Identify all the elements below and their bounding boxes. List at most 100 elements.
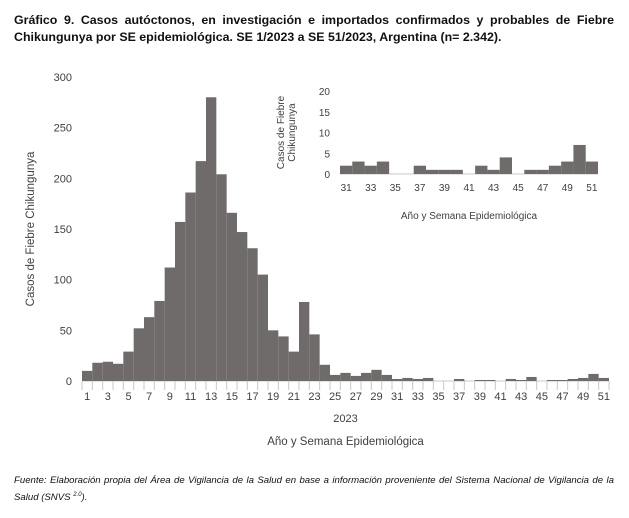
inset-bar (376, 161, 390, 174)
inset-x-tick-label: 49 (562, 183, 574, 194)
inset-y-tick-label: 0 (324, 170, 330, 181)
source-superscript: 2.0 (73, 492, 82, 498)
inset-bar (364, 165, 377, 174)
main-bar (185, 192, 196, 381)
main-bar (392, 378, 403, 381)
main-bar (423, 377, 434, 381)
main-x-tick-label: 41 (494, 391, 506, 403)
inset-x-tick-label: 39 (439, 183, 451, 194)
main-bar (257, 274, 268, 381)
main-bar (309, 334, 320, 381)
inset-x-tick-label: 31 (341, 183, 353, 194)
main-bar (206, 97, 217, 382)
main-bar (567, 378, 578, 381)
main-bar (516, 379, 527, 381)
inset-bar (340, 165, 353, 174)
chart-title: Gráfico 9. Casos autóctonos, en investig… (14, 13, 614, 44)
inset-bar (561, 161, 574, 174)
main-x-axis-title: Año y Semana Epidemiológica (267, 436, 424, 448)
main-bar (578, 377, 589, 381)
inset-y-tick-label: 20 (319, 87, 331, 98)
inset-y-tick-label: 5 (324, 149, 330, 160)
inset-x-tick-label: 51 (586, 183, 598, 194)
inset-x-tick-label: 43 (488, 183, 500, 194)
main-bar (598, 377, 609, 381)
main-bar (557, 379, 568, 381)
main-x-tick-label: 21 (288, 391, 300, 403)
inset-bar (487, 169, 500, 174)
main-x-tick-label: 25 (329, 391, 341, 403)
inset-x-tick-label: 35 (390, 183, 402, 194)
main-y-axis-title: Casos de Fiebre Chikungunya (25, 151, 37, 306)
inset-x-tick-label: 45 (513, 183, 525, 194)
main-x-tick-label: 7 (146, 391, 152, 403)
main-bar (381, 374, 392, 381)
main-y-tick-label: 300 (54, 72, 72, 84)
main-bar (412, 378, 423, 381)
inset-y-tick-label: 15 (319, 108, 331, 119)
main-bar (299, 301, 310, 381)
main-x-tick-label: 37 (453, 391, 465, 403)
main-y-tick-label: 150 (54, 224, 72, 236)
inset-bar (475, 165, 488, 174)
main-bar (526, 376, 537, 381)
main-bar (195, 161, 206, 381)
main-bar (237, 232, 248, 381)
main-bar (226, 212, 237, 381)
main-x-tick-label: 29 (370, 391, 382, 403)
main-bar (92, 362, 103, 381)
main-bar (505, 378, 516, 381)
main-y-tick-label: 0 (66, 376, 72, 388)
main-x-tick-label: 35 (432, 391, 444, 403)
main-x-tick-label: 5 (125, 391, 131, 403)
main-x-tick-label: 47 (556, 391, 568, 403)
source-note: Fuente: Elaboración propia del Área de V… (14, 474, 614, 505)
main-bar (102, 361, 113, 381)
inset-x-tick-label: 37 (414, 183, 426, 194)
main-bar (268, 330, 279, 381)
inset-chart-axes: 0 5 10 15 20 31 33 35 37 39 41 43 45 47 49 51 Año y Sema… (276, 87, 598, 222)
main-bar (330, 374, 341, 381)
main-bar (350, 375, 361, 381)
inset-x-tick-label: 33 (365, 183, 377, 194)
main-bar (123, 351, 134, 381)
main-x-tick-label: 33 (412, 391, 424, 403)
inset-bar (450, 169, 463, 174)
main-x-tick-label: 49 (577, 391, 589, 403)
inset-bar (413, 165, 426, 174)
main-bar (319, 364, 330, 381)
main-y-tick-label: 250 (54, 123, 72, 135)
main-bar (82, 370, 93, 381)
inset-bar (524, 169, 537, 174)
inset-bar (536, 169, 549, 174)
main-x-tick-label: 39 (474, 391, 486, 403)
main-bar (113, 363, 124, 381)
main-x-tick-label: 1 (84, 391, 90, 403)
inset-bar (548, 165, 562, 174)
main-bar (144, 317, 155, 381)
inset-y-axis-title-line: Casos de Fiebre (276, 95, 287, 169)
main-x-tick-label: 17 (246, 391, 258, 403)
inset-x-tick-label: 41 (463, 183, 475, 194)
inset-bar (426, 169, 439, 174)
main-bar (247, 248, 258, 381)
main-x-tick-label: 27 (350, 391, 362, 403)
main-x-tick-label: 31 (391, 391, 403, 403)
main-x-tick-label: 51 (598, 391, 610, 403)
main-x-tick-label: 9 (167, 391, 173, 403)
source-text: Fuente: Elaboración propia del Área de V… (14, 475, 614, 504)
main-x-tick-label: 3 (105, 391, 111, 403)
main-bar (371, 369, 382, 381)
main-chart-bars (82, 97, 609, 382)
main-x-tick-label: 43 (515, 391, 527, 403)
inset-y-tick-label: 10 (319, 129, 331, 140)
main-bar (154, 300, 165, 381)
main-y-tick-label: 50 (60, 325, 72, 337)
main-group-label: 2023 (333, 413, 357, 425)
main-x-tick-label: 19 (267, 391, 279, 403)
main-bar (402, 377, 413, 381)
inset-x-axis-title: Año y Semana Epidemiológica (401, 211, 538, 222)
main-y-tick-label: 200 (54, 173, 72, 185)
inset-x-tick-label: 47 (537, 183, 549, 194)
